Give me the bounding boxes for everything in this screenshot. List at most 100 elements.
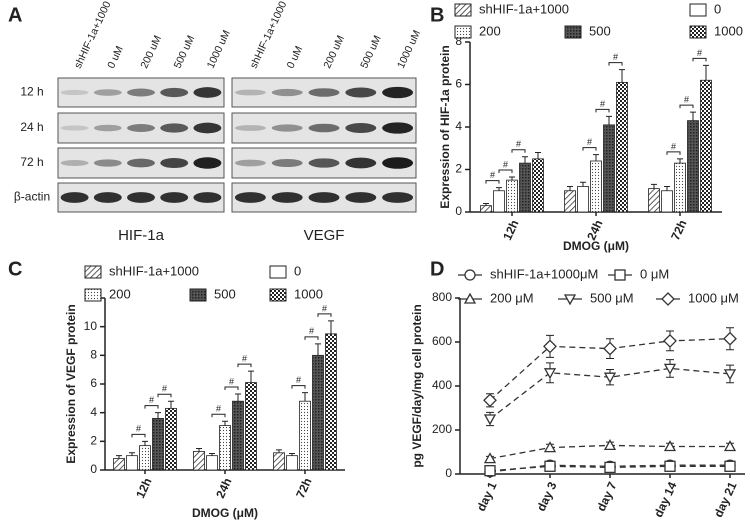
marker: [663, 333, 677, 348]
marker: [723, 369, 737, 381]
bar: [577, 186, 589, 213]
bar: [661, 190, 673, 213]
error-bar: [580, 181, 586, 187]
legend-label: 200 μM: [490, 290, 534, 305]
band: [234, 159, 266, 167]
band: [345, 157, 377, 169]
band: [160, 87, 189, 98]
significance-bracket: [608, 62, 623, 66]
y-tick-label: 400: [432, 378, 452, 392]
error-bar: [155, 412, 161, 419]
band: [193, 157, 222, 169]
column-label: 500 uM: [172, 34, 198, 71]
marker: [604, 461, 616, 474]
legend-label: 0: [294, 263, 301, 278]
significance-label: #: [162, 384, 167, 394]
column-label: 200 uM: [321, 34, 347, 71]
significance-bracket: [237, 363, 252, 368]
y-tick-label: 6: [455, 77, 462, 91]
y-tick-label: 8: [455, 34, 462, 48]
blot-label: VEGF: [304, 227, 345, 244]
legend-label: 1000: [294, 286, 323, 301]
row-label: 12 h: [20, 85, 43, 99]
x-tick-label: 12h: [500, 218, 521, 243]
legend-label: 200: [109, 286, 131, 301]
error-bar: [315, 343, 321, 356]
error-bar: [483, 203, 489, 206]
band: [308, 192, 340, 203]
band: [193, 87, 222, 98]
error-bar: [651, 183, 657, 189]
bar: [648, 188, 660, 213]
significance-bracket: [291, 385, 306, 389]
error-bar: [302, 392, 308, 402]
bar: [206, 455, 218, 471]
band: [345, 192, 377, 203]
legend-label: 200: [479, 23, 501, 38]
band: [234, 192, 266, 203]
legend-marker: [563, 294, 577, 306]
legend-label: shHIF-1a+1000μM: [490, 266, 598, 281]
band: [193, 192, 222, 203]
band: [234, 89, 266, 96]
significance-label: #: [600, 99, 605, 109]
marker: [543, 368, 557, 380]
significance-label: #: [671, 141, 676, 151]
bar: [616, 81, 628, 213]
band: [308, 88, 340, 97]
marker: [603, 372, 617, 384]
band: [234, 125, 266, 131]
error-bar: [703, 64, 709, 81]
band: [271, 159, 303, 167]
band: [127, 124, 155, 132]
y-axis-label: Expression of VEGF protein: [64, 304, 78, 463]
error-bar: [328, 320, 334, 334]
significance-bracket: [211, 413, 226, 418]
legend-swatch: [689, 25, 707, 39]
bar: [232, 400, 244, 471]
significance-bracket: [511, 149, 526, 153]
bar: [286, 455, 298, 471]
bar: [564, 190, 576, 213]
legend-marker: [464, 269, 476, 281]
significance-label: #: [490, 170, 495, 180]
legend-marker: [661, 292, 675, 306]
bar: [126, 455, 138, 471]
legend-swatch: [189, 288, 207, 302]
error-bar: [276, 449, 282, 453]
x-tick-label: day 3: [534, 479, 560, 513]
legend-swatch: [454, 25, 472, 39]
error-bar: [129, 452, 135, 456]
error-bar: [222, 420, 228, 426]
band: [60, 89, 89, 96]
row-label: 24 h: [20, 120, 43, 134]
y-axis-label: pg VEGF/day/mg cell protein: [410, 304, 424, 467]
x-tick-label: 72h: [293, 476, 314, 501]
error-bar: [116, 455, 122, 459]
significance-bracket: [692, 57, 707, 62]
legend-label: 0: [714, 1, 721, 16]
marker: [664, 460, 676, 472]
significance-label: #: [684, 95, 689, 105]
panel-label: C: [8, 258, 22, 280]
y-tick-label: 200: [432, 422, 452, 436]
marker: [483, 414, 497, 426]
bar: [299, 400, 311, 471]
significance-bracket: [595, 108, 610, 113]
band: [382, 86, 414, 99]
bar: [480, 205, 492, 213]
column-label: 0 uM: [285, 44, 306, 70]
marker: [603, 439, 617, 451]
band: [60, 160, 89, 166]
significance-label: #: [613, 52, 618, 62]
x-tick-label: 12h: [133, 476, 154, 501]
y-tick-label: 0: [455, 204, 462, 218]
significance-bracket: [666, 151, 681, 155]
panel-label: D: [430, 258, 444, 280]
row-label: β-actin: [14, 190, 50, 204]
significance-bracket: [144, 405, 159, 409]
y-tick-label: 2: [455, 162, 462, 176]
significance-label: #: [229, 376, 234, 386]
band: [127, 158, 155, 168]
blot-label: HIF-1a: [118, 227, 165, 244]
